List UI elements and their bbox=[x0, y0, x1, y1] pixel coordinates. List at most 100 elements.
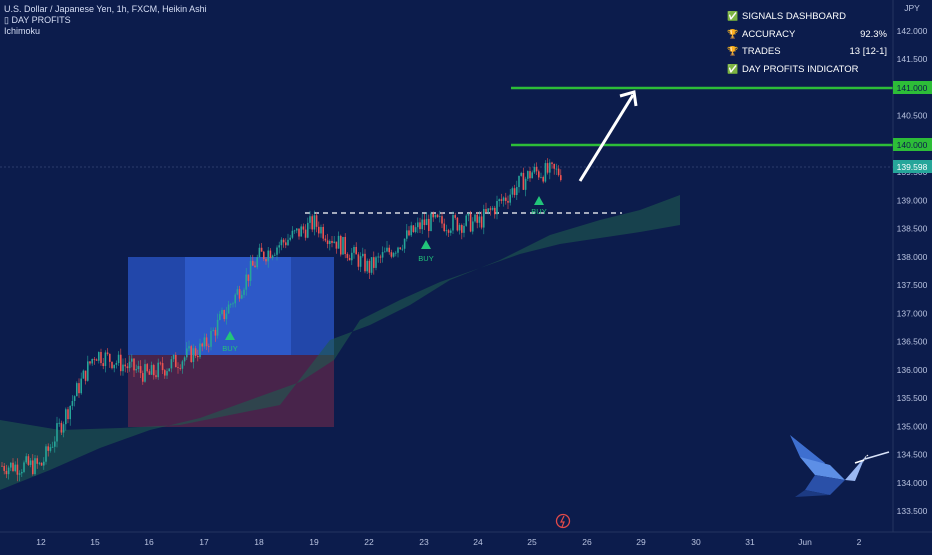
signals-dashboard: ✅ SIGNALS DASHBOARD 🏆 ACCURACY 92.3% 🏆 T… bbox=[727, 8, 887, 78]
trophy-icon: 🏆 bbox=[727, 46, 739, 57]
candle-body bbox=[227, 304, 230, 314]
candle-body bbox=[392, 253, 395, 257]
candle-body bbox=[214, 329, 217, 336]
candle-body bbox=[27, 456, 30, 465]
dashboard-row-trades: 🏆 TRADES 13 [12-1] bbox=[727, 43, 887, 61]
candle-body bbox=[137, 366, 140, 370]
candle-body bbox=[172, 354, 175, 360]
candle-body bbox=[315, 215, 318, 227]
candle-body bbox=[540, 176, 542, 178]
candle-body bbox=[62, 424, 65, 433]
candle-body bbox=[69, 405, 71, 420]
price-tick-label: 134.000 bbox=[897, 478, 928, 488]
check-icon: ✅ bbox=[727, 63, 739, 74]
candle-body bbox=[7, 467, 10, 475]
candle-body bbox=[340, 235, 342, 255]
date-tick-label: 12 bbox=[36, 537, 46, 547]
candle-body bbox=[289, 237, 291, 240]
candle-body bbox=[353, 246, 355, 253]
candle-body bbox=[311, 216, 313, 230]
candle-body bbox=[337, 235, 340, 249]
candle-body bbox=[245, 274, 247, 290]
candle-body bbox=[443, 223, 445, 231]
candle-body bbox=[511, 188, 514, 195]
indicator-ichimoku[interactable]: Ichimoku bbox=[4, 26, 41, 36]
candle-body bbox=[542, 176, 544, 182]
price-tag-low-bg bbox=[893, 138, 932, 151]
price-tick-label: 141.500 bbox=[897, 54, 928, 64]
candle-body bbox=[494, 207, 496, 215]
candle-body bbox=[505, 197, 507, 201]
candle-body bbox=[274, 254, 276, 256]
candle-body bbox=[436, 214, 439, 218]
candle-body bbox=[243, 289, 245, 295]
candle-body bbox=[474, 214, 476, 222]
candle-body bbox=[5, 470, 8, 475]
candle-body bbox=[258, 247, 261, 258]
time-axis[interactable] bbox=[0, 532, 932, 550]
indicator-day-profits[interactable]: ▯ DAY PROFITS bbox=[4, 15, 71, 25]
candle-body bbox=[161, 363, 164, 371]
candle-body bbox=[483, 209, 485, 228]
candle-body bbox=[287, 239, 289, 246]
candle-body bbox=[465, 215, 467, 226]
candle-body bbox=[166, 371, 168, 376]
price-tick-label: 134.500 bbox=[897, 450, 928, 460]
candle-body bbox=[507, 200, 509, 203]
candle-body bbox=[12, 462, 14, 472]
price-tick-label: 133.500 bbox=[897, 506, 928, 516]
candle-body bbox=[170, 359, 173, 369]
candle-body bbox=[263, 251, 265, 259]
candle-body bbox=[401, 248, 404, 250]
candle-body bbox=[313, 215, 316, 230]
candle-body bbox=[452, 215, 454, 231]
price-tick-label: 142.000 bbox=[897, 26, 928, 36]
buy-signal-label: BUY bbox=[418, 254, 433, 263]
candle-body bbox=[254, 265, 256, 268]
candle-body bbox=[498, 199, 500, 201]
candle-body bbox=[3, 466, 5, 471]
candle-body bbox=[555, 168, 558, 170]
candle-body bbox=[124, 364, 126, 367]
dashboard-label: DAY PROFITS INDICATOR bbox=[742, 63, 859, 75]
candle-body bbox=[469, 213, 472, 232]
date-tick-label: 30 bbox=[691, 537, 701, 547]
candle-body bbox=[326, 240, 329, 244]
candle-body bbox=[256, 257, 258, 268]
lightning-icon[interactable] bbox=[555, 513, 571, 529]
candle-body bbox=[155, 375, 157, 378]
candle-body bbox=[135, 369, 137, 371]
check-icon: ✅ bbox=[727, 11, 739, 22]
candle-body bbox=[109, 353, 111, 362]
candle-body bbox=[128, 361, 131, 369]
candle-body bbox=[126, 366, 129, 369]
dashboard-row-accuracy: 🏆 ACCURACY 92.3% bbox=[727, 26, 887, 44]
candle-body bbox=[179, 367, 181, 369]
dashboard-row-day-profits: ✅ DAY PROFITS INDICATOR bbox=[727, 61, 887, 79]
candle-body bbox=[113, 364, 115, 369]
candle-body bbox=[157, 362, 159, 378]
candle-body bbox=[84, 370, 87, 381]
candle-body bbox=[546, 163, 549, 173]
candle-body bbox=[518, 175, 520, 188]
candle-body bbox=[357, 254, 360, 267]
candle-body bbox=[159, 362, 162, 364]
candle-body bbox=[238, 289, 241, 299]
candle-body bbox=[120, 354, 122, 372]
candle-body bbox=[144, 364, 146, 382]
candle-body bbox=[441, 216, 443, 224]
candle-body bbox=[252, 260, 254, 266]
candle-body bbox=[366, 260, 368, 272]
candle-body bbox=[230, 303, 232, 305]
candle-body bbox=[87, 361, 89, 381]
candle-body bbox=[269, 250, 272, 258]
trophy-icon: 🏆 bbox=[727, 28, 739, 39]
candle-body bbox=[406, 230, 408, 239]
symbol-title[interactable]: U.S. Dollar / Japanese Yen, 1h, FXCM, He… bbox=[4, 4, 207, 14]
candle-body bbox=[472, 221, 474, 232]
candle-body bbox=[91, 358, 93, 364]
candle-body bbox=[430, 213, 432, 231]
candle-body bbox=[461, 225, 463, 233]
